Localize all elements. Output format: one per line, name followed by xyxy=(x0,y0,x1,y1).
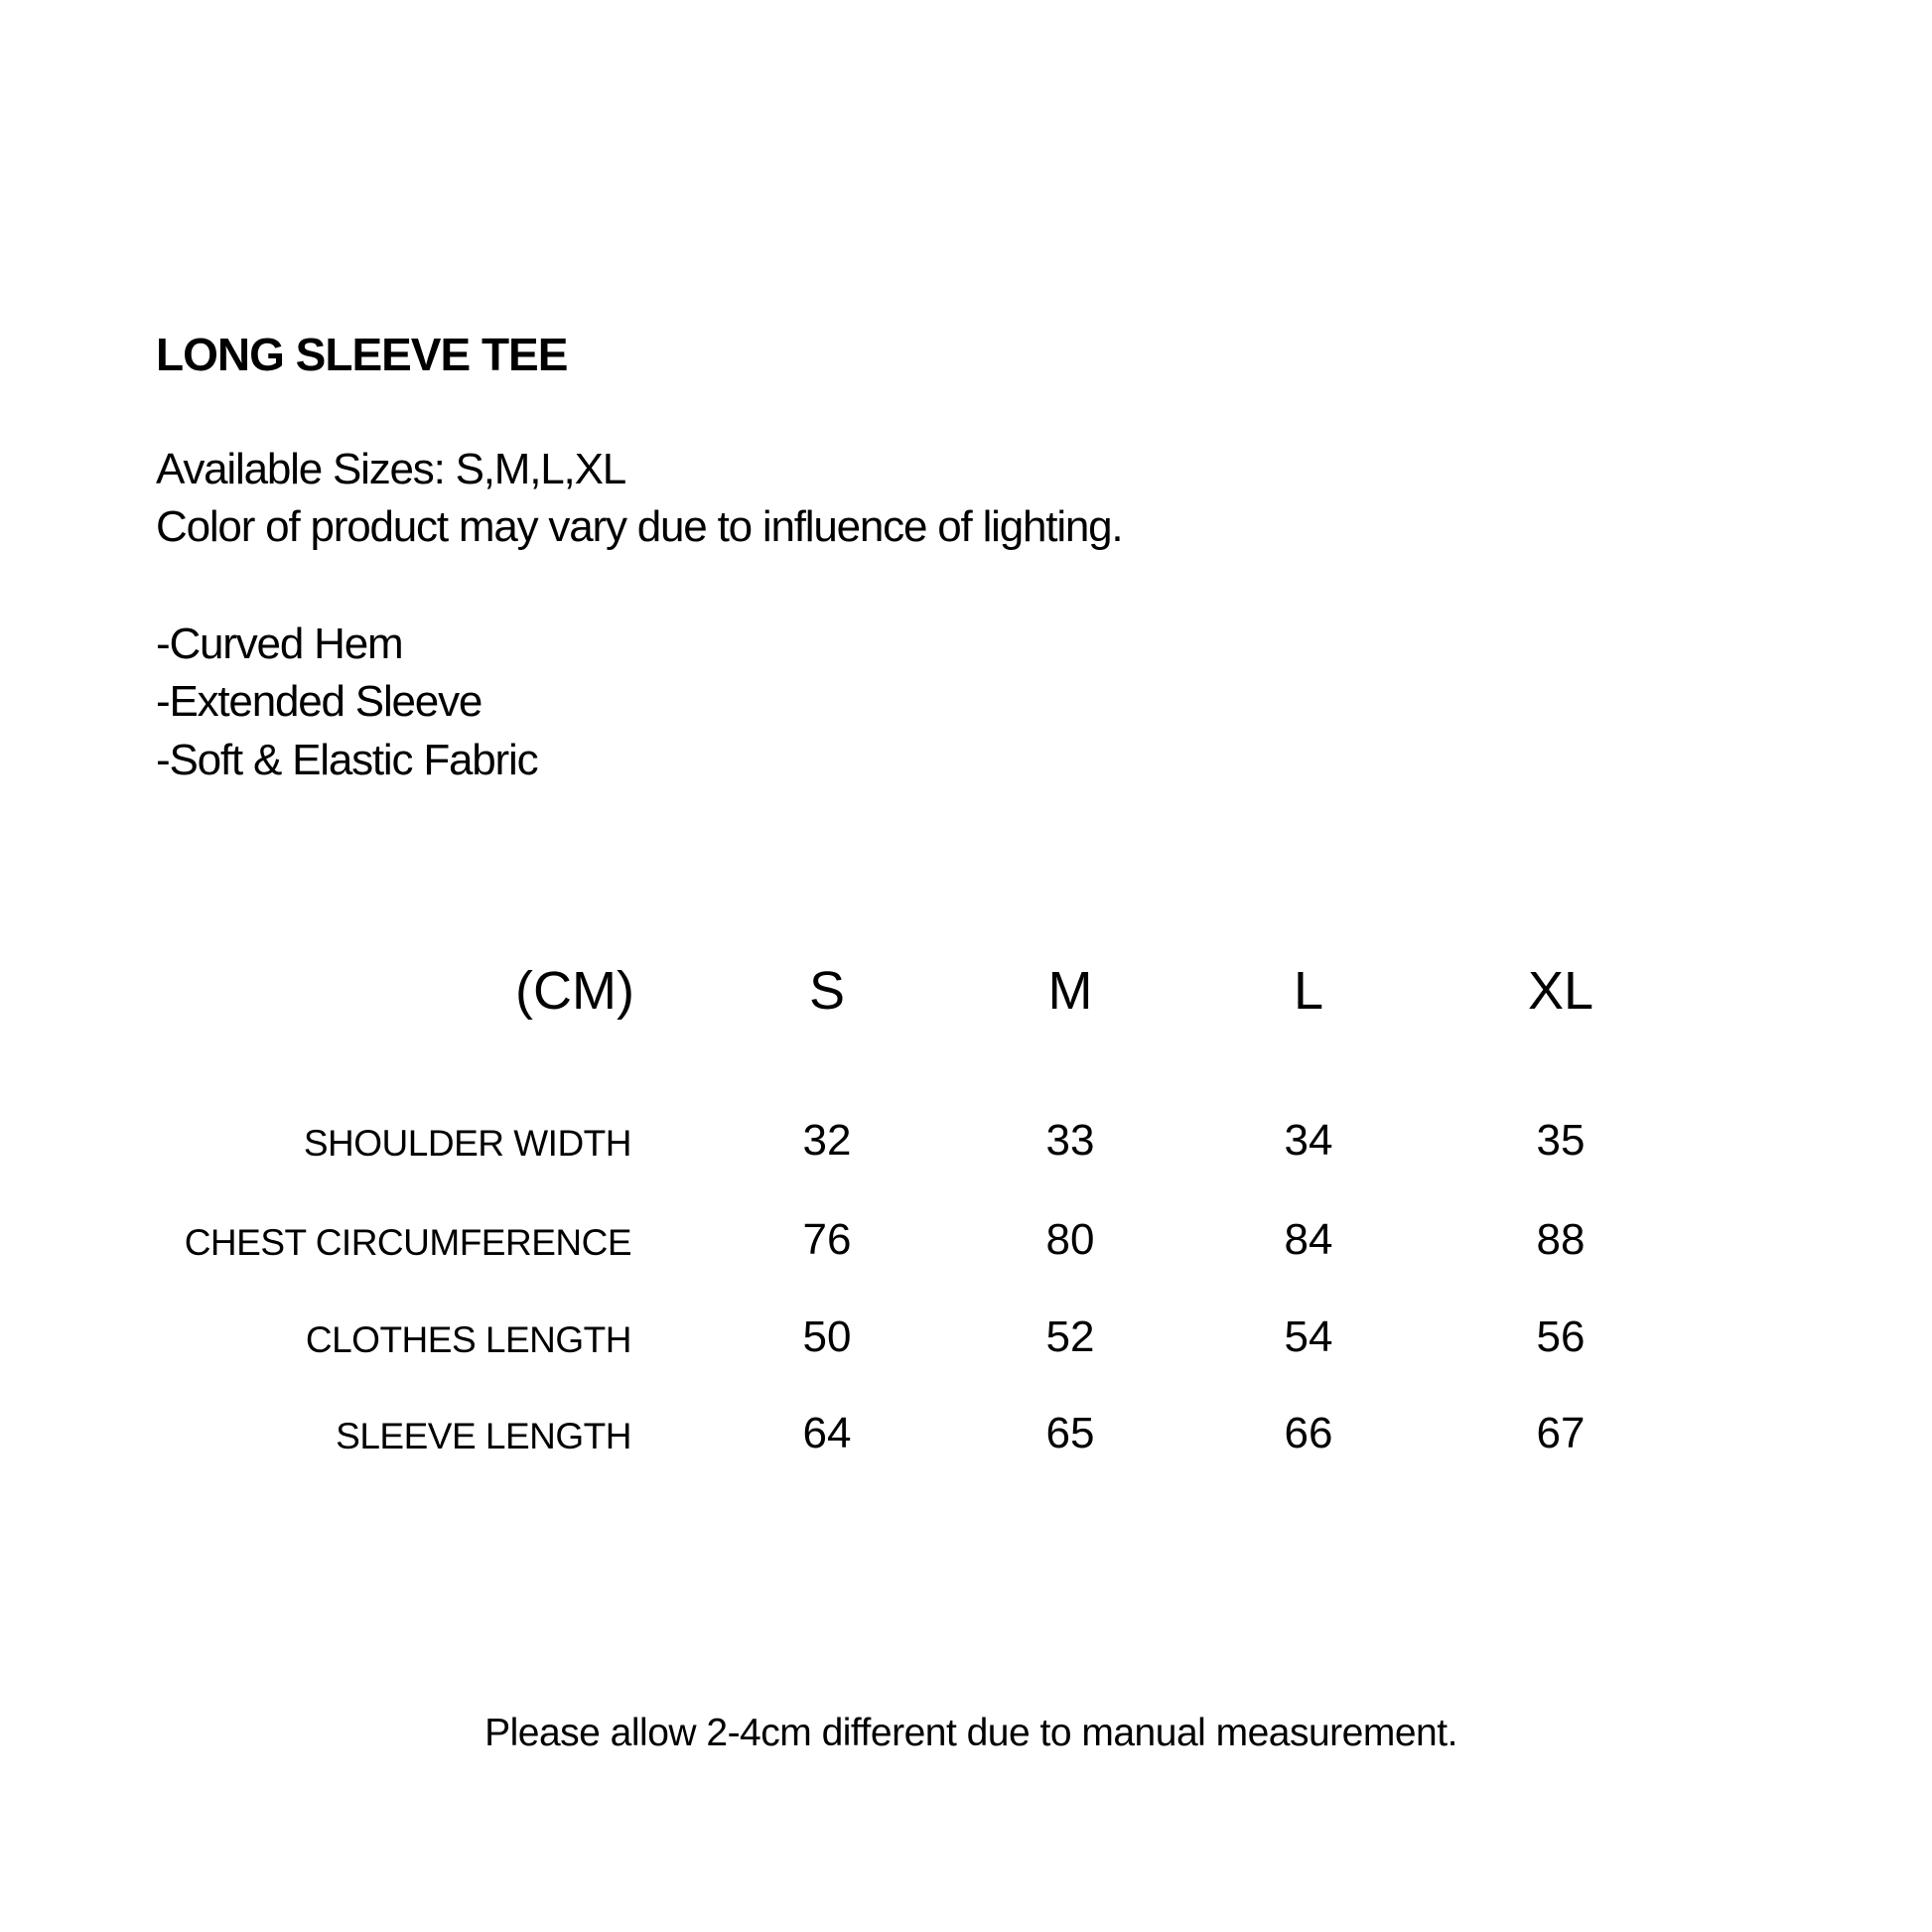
row-label: CLOTHES LENGTH xyxy=(305,1319,632,1360)
table-cell: 80 xyxy=(1045,1215,1095,1264)
row-label: CHEST CIRCUMFERENCE xyxy=(184,1222,632,1263)
table-cell: 64 xyxy=(802,1409,852,1457)
table-cell: 88 xyxy=(1536,1215,1586,1264)
table-cell: 50 xyxy=(802,1312,852,1361)
size-header-l: L xyxy=(1293,961,1324,1021)
size-header-m: M xyxy=(1047,961,1093,1021)
table-cell: 54 xyxy=(1284,1312,1333,1361)
table-cell: 66 xyxy=(1284,1409,1333,1457)
row-label: SLEEVE LENGTH xyxy=(336,1416,631,1456)
table-cell: 84 xyxy=(1284,1215,1333,1264)
size-header-xl: XL xyxy=(1527,961,1594,1021)
table-cell: 34 xyxy=(1284,1116,1333,1165)
table-cell: 76 xyxy=(802,1215,852,1264)
color-note: Color of product may vary due to influen… xyxy=(156,502,1124,551)
footer-note: Please allow 2-4cm different due to manu… xyxy=(484,1712,1457,1754)
table-cell: 67 xyxy=(1536,1409,1586,1457)
feature-item: -Soft & Elastic Fabric xyxy=(156,736,539,784)
unit-header: (CM) xyxy=(515,961,634,1021)
table-cell: 32 xyxy=(802,1116,852,1165)
available-sizes: Available Sizes: S,M,L,XL xyxy=(156,445,626,493)
feature-item: -Extended Sleeve xyxy=(156,677,483,726)
table-cell: 65 xyxy=(1045,1409,1095,1457)
row-label: SHOULDER WIDTH xyxy=(303,1123,632,1164)
size-header-s: S xyxy=(808,961,846,1021)
feature-item: -Curved Hem xyxy=(156,620,404,668)
table-cell: 52 xyxy=(1045,1312,1095,1361)
table-cell: 33 xyxy=(1045,1116,1095,1165)
table-cell: 35 xyxy=(1536,1116,1586,1165)
table-cell: 56 xyxy=(1536,1312,1586,1361)
product-title: LONG SLEEVE TEE xyxy=(156,329,568,380)
